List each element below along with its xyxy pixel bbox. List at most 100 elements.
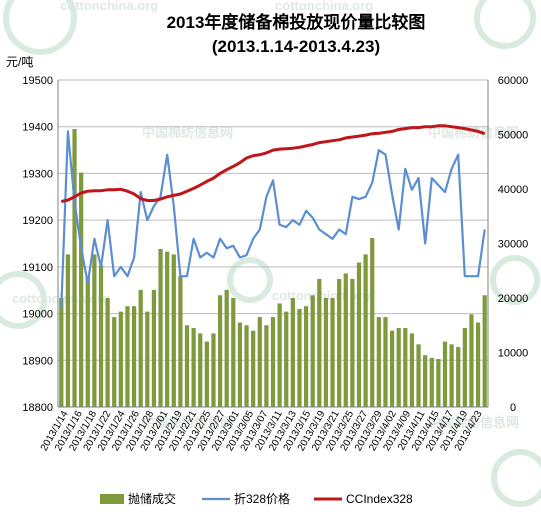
bar-volume xyxy=(151,289,157,407)
bar-volume xyxy=(178,276,183,407)
bar-volume xyxy=(237,322,243,407)
watermark-brand-text: 中国棉纺信息网 xyxy=(142,125,233,140)
chart-title: 2013年度储备棉投放现价量比较图 xyxy=(167,12,426,32)
bar-volume xyxy=(85,276,90,407)
watermark-brand-text: 中国棉纺信息网 xyxy=(142,415,233,430)
bar-volume xyxy=(79,172,84,407)
legend-item-price-328: 折328价格 xyxy=(202,491,290,506)
y-right-tick-label: 0 xyxy=(510,402,516,414)
legend-label: 抛储成交 xyxy=(128,491,176,506)
bar-volume xyxy=(456,347,461,407)
bar-volume xyxy=(442,341,448,407)
bar-volume xyxy=(423,355,428,407)
bar-volume xyxy=(482,295,487,407)
bar-volume xyxy=(65,254,71,407)
bar-volume xyxy=(303,306,309,407)
bar-volume xyxy=(231,298,236,407)
lines xyxy=(60,124,486,308)
chart-subtitle: (2013.1.14-2013.4.23) xyxy=(212,37,380,56)
bar-volume xyxy=(396,327,401,407)
line-ccindex328 xyxy=(60,124,486,203)
watermark-swirl-icon xyxy=(474,0,536,49)
bar-volume xyxy=(270,317,276,407)
bar-volume xyxy=(251,330,256,407)
bar-volume xyxy=(462,327,467,407)
bar-volume xyxy=(343,273,348,407)
y-right-tick-label: 30000 xyxy=(498,239,529,251)
bar-volume xyxy=(191,327,196,407)
bar-volume xyxy=(98,265,104,407)
bar-volume xyxy=(403,327,408,407)
legend: 抛储成交 折328价格 CCIndex328 xyxy=(100,491,413,506)
bar-volume xyxy=(211,333,216,407)
bar-volume xyxy=(59,298,64,407)
legend-item-ccindex328: CCIndex328 xyxy=(314,492,413,506)
bar-volume xyxy=(184,325,190,407)
y-right-tick-label: 50000 xyxy=(498,130,529,142)
bar-volume xyxy=(171,254,176,407)
bar-volume xyxy=(383,317,388,407)
bar-volume xyxy=(224,289,229,407)
bar-volume xyxy=(72,129,77,408)
bar-volume xyxy=(145,311,150,407)
y-left-tick-label: 19000 xyxy=(22,309,53,321)
bar-volume xyxy=(198,333,203,407)
bar-volume xyxy=(416,344,421,407)
bar-volume xyxy=(409,333,415,407)
bar-volume xyxy=(290,298,295,407)
bar-volume xyxy=(105,298,110,407)
bar-volume xyxy=(125,306,130,407)
y-left-tick-label: 19300 xyxy=(22,168,53,180)
bar-volume xyxy=(131,306,137,407)
bar-volume xyxy=(376,317,381,407)
watermark-brand-text: 中国棉纺信息网 xyxy=(428,125,519,140)
legend-item-volume: 抛储成交 xyxy=(100,491,176,506)
bar-volume xyxy=(297,308,302,407)
y-left-tick-label: 19100 xyxy=(22,262,53,274)
bar-volume xyxy=(330,298,335,407)
bar-volume xyxy=(429,357,434,407)
bar-volume xyxy=(337,278,342,407)
y-left-tick-label: 19400 xyxy=(22,122,53,134)
bar-volume xyxy=(138,289,143,407)
y-left-tick-label: 18800 xyxy=(22,402,53,414)
y-left-tick-label: 19500 xyxy=(22,75,53,87)
bar-volume xyxy=(363,254,368,407)
y-left-tick-label: 19200 xyxy=(22,215,53,227)
y-right-tick-label: 10000 xyxy=(498,348,529,360)
bar-volume xyxy=(165,251,170,407)
watermark-site-text: cottonchina.org xyxy=(60,0,158,13)
bar-volume xyxy=(284,311,289,407)
legend-swatch xyxy=(100,494,124,504)
bar-volume xyxy=(350,278,355,407)
bar-volume xyxy=(389,330,395,407)
y-right-tick-label: 60000 xyxy=(498,75,529,87)
bar-volume xyxy=(317,278,322,407)
legend-label: 折328价格 xyxy=(234,491,290,506)
watermark-brand-text: 中国棉纺信息网 xyxy=(428,415,519,430)
bar-volume xyxy=(370,238,375,407)
watermark-swirl-icon xyxy=(227,257,273,303)
bar-volume xyxy=(257,317,262,407)
bar-volume xyxy=(277,303,282,407)
y-right-tick-label: 20000 xyxy=(498,293,529,305)
bar-volume xyxy=(356,262,362,407)
watermark-swirl-icon xyxy=(3,0,77,55)
grid xyxy=(58,79,488,361)
bar-volume xyxy=(92,254,97,407)
bar-volume xyxy=(244,325,249,407)
bar-volume xyxy=(158,248,163,407)
watermark-swirl-icon xyxy=(0,271,47,329)
bar-volume xyxy=(204,341,209,407)
bar-volume xyxy=(112,317,117,407)
y-right-tick-label: 40000 xyxy=(498,184,529,196)
bar-volume xyxy=(323,298,329,407)
bar-volume xyxy=(436,359,441,407)
bar-volume xyxy=(449,344,454,407)
bar-volume xyxy=(118,311,123,407)
bar-volume xyxy=(310,295,315,407)
legend-label: CCIndex328 xyxy=(346,492,413,506)
bar-volume xyxy=(469,314,474,407)
y-left-unit: 元/吨 xyxy=(6,55,33,69)
